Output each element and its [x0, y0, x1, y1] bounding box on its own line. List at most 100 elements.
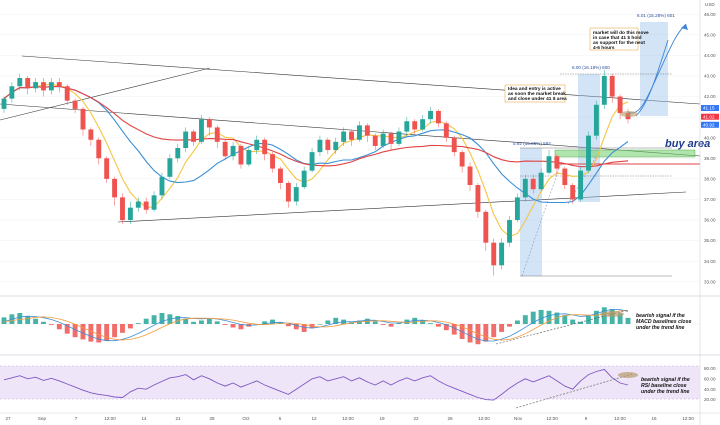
rsi-tick-label: 80.00 — [704, 366, 716, 371]
macd-histogram-bar — [514, 320, 520, 324]
candle-body — [554, 156, 560, 169]
candle-body — [570, 185, 576, 200]
rsi-note-line-3: under the trend line — [641, 389, 690, 395]
note-entry-line-1: Idea and entry is active — [508, 86, 561, 92]
candle-body — [412, 121, 418, 130]
candle-body — [120, 197, 125, 221]
macd-histogram-bar — [443, 324, 449, 331]
macd-histogram-bar — [127, 324, 133, 329]
candle-body — [420, 119, 426, 130]
projection-arrowhead — [681, 24, 688, 30]
time-tick-label: Oct — [242, 416, 250, 421]
price-tick-label: 42.00 — [704, 94, 716, 99]
macd-histogram-bar — [420, 320, 426, 324]
note-top-box — [589, 27, 639, 51]
candle-body — [183, 131, 189, 148]
candle-body — [499, 242, 505, 266]
time-tick-label: 12:00 — [682, 416, 694, 421]
macd-histogram-bar — [191, 321, 197, 324]
moving-average-line — [3, 83, 629, 238]
macd-histogram-bar — [222, 324, 228, 325]
macd-histogram-bar — [72, 324, 78, 338]
macd-histogram-bar — [593, 310, 599, 324]
candle-body — [199, 119, 204, 142]
current-price-tag — [701, 113, 719, 120]
macd-line — [3, 310, 629, 341]
current-price-text: 41.02 — [703, 114, 715, 119]
macd-histogram-bar — [380, 324, 386, 325]
candle-body — [507, 220, 512, 243]
macd-histogram-bar — [467, 324, 473, 343]
macd-histogram-bar — [64, 324, 70, 334]
time-tick-label: 12 — [311, 416, 317, 421]
candle-body — [349, 131, 354, 140]
macd-histogram-bar — [238, 324, 244, 330]
candle-body — [388, 133, 394, 144]
macd-histogram-bar — [262, 321, 268, 324]
candle-body — [285, 182, 291, 202]
time-tick-label: 28 — [209, 416, 215, 421]
macd-note-line-1: bearish signal if the — [636, 313, 685, 319]
upper-trend-line — [21, 55, 701, 105]
candle-body — [356, 125, 362, 140]
price-tick-label: 33.00 — [704, 279, 716, 284]
macd-histogram-bar — [175, 316, 181, 324]
rsi-tick-label: 20.00 — [704, 397, 716, 402]
resistance-line — [0, 103, 701, 157]
macd-histogram-bar — [451, 324, 457, 335]
moving-average-line — [3, 85, 629, 168]
candle-body — [483, 211, 489, 243]
candle-body — [112, 178, 118, 198]
time-tick-label: 16 — [651, 416, 657, 421]
candle-body — [530, 178, 536, 190]
candle-body — [262, 139, 268, 155]
measure-label-mid: 6.00 (16.19%) 600 — [572, 65, 610, 70]
macd-histogram-bar — [333, 317, 339, 324]
price-tick-label: 40.00 — [704, 135, 716, 140]
candle-body — [151, 195, 157, 210]
current-price-tag — [701, 105, 719, 112]
macd-histogram-bar — [483, 324, 489, 342]
macd-note-line-2: MACD baselines close — [636, 319, 691, 325]
macd-histogram-bar — [435, 324, 441, 327]
time-tick-label: 19 — [379, 416, 385, 421]
rsi-note-line-1: bearish signal if the — [641, 377, 690, 383]
candle-body — [278, 168, 283, 183]
time-axis[interactable]: 27 Sep 7 12:00 14 21 28 Oct 5 12 12:00 19 22 26 12:00 N… — [5, 416, 694, 421]
candle-body — [238, 145, 244, 165]
candle-body — [593, 104, 599, 136]
time-tick-label: 12:00 — [546, 416, 558, 421]
rsi-tick-label: 60.00 — [704, 376, 716, 381]
candle-body — [459, 152, 465, 167]
time-tick-label: 12:00 — [104, 416, 116, 421]
macd-histogram-bar — [301, 324, 307, 332]
macd-histogram-bar — [17, 313, 23, 324]
candle-body — [562, 168, 568, 186]
time-tick-label: 9 — [585, 416, 588, 421]
rsi-pane — [3, 368, 629, 401]
macd-histogram-bar — [570, 319, 576, 324]
candle-body — [214, 127, 220, 142]
macd-histogram-bar — [617, 313, 623, 324]
candle-body — [396, 131, 402, 144]
price-tick-label: 34.00 — [704, 259, 716, 264]
time-tick-label: 27 — [5, 416, 11, 421]
measure-tools: 6.01 (15.28%) 601 6.00 (16.19%) 600 5.92… — [513, 13, 675, 277]
macd-histogram-bar — [530, 311, 536, 324]
macd-histogram-bar — [538, 309, 544, 324]
candle-body — [254, 139, 260, 151]
price-axis[interactable]: 46.0045.0044.0043.0042.0041.0040.0039.00… — [701, 12, 719, 285]
macd-histogram-bar — [499, 324, 505, 332]
candle-body — [617, 96, 623, 114]
buy-area-zone: buy area — [554, 138, 710, 165]
macd-histogram-bar — [507, 324, 512, 327]
price-tick-label: 38.00 — [704, 176, 716, 181]
candle-body — [309, 152, 315, 171]
candle-body — [586, 135, 591, 171]
projection-path-1 — [627, 23, 687, 114]
candle-body — [475, 185, 481, 212]
macd-histogram-bar — [112, 324, 118, 338]
projection-dashed — [521, 159, 563, 277]
macd-histogram-bar — [270, 319, 276, 324]
